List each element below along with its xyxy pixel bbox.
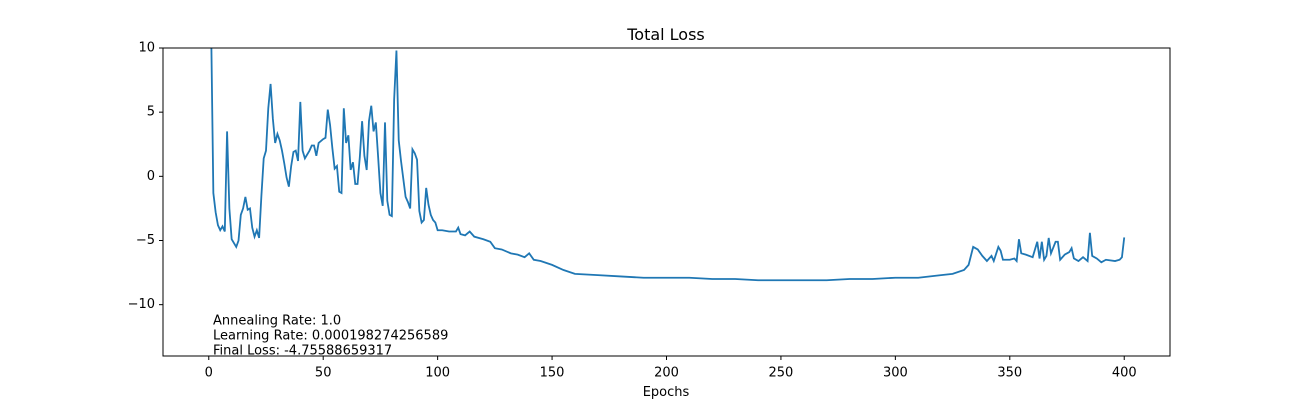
y-tick-label: 0: [147, 169, 155, 184]
x-tick-label: 100: [425, 366, 450, 381]
x-tick-label: 200: [654, 366, 679, 381]
y-tick-label: 5: [147, 105, 155, 120]
annotation: Annealing Rate: 1.0: [213, 314, 341, 329]
x-tick-label: 350: [997, 366, 1022, 381]
annotation: Learning Rate: 0.000198274256589: [213, 329, 448, 344]
annotation: Final Loss: -4.75588659317: [213, 344, 392, 359]
x-tick-label: 300: [883, 366, 908, 381]
x-tick-label: 0: [205, 366, 213, 381]
x-axis-label: Epochs: [643, 385, 690, 400]
chart-title: Total Loss: [626, 25, 705, 44]
x-tick-label: 50: [315, 366, 332, 381]
axes-frame: [162, 47, 1171, 357]
y-tick-label: −5: [136, 233, 155, 248]
x-tick-label: 400: [1112, 366, 1137, 381]
line: [210, 48, 1126, 282]
y-tick-label: −10: [128, 297, 155, 312]
x-tick-label: 150: [540, 366, 565, 381]
x-tick-label: 250: [769, 366, 794, 381]
plot-area: 0 50 100 150 200 250 300 350 400 −10 −5 0 5 10 Anneali…: [128, 41, 1137, 381]
y-tick-label: 10: [138, 41, 155, 56]
